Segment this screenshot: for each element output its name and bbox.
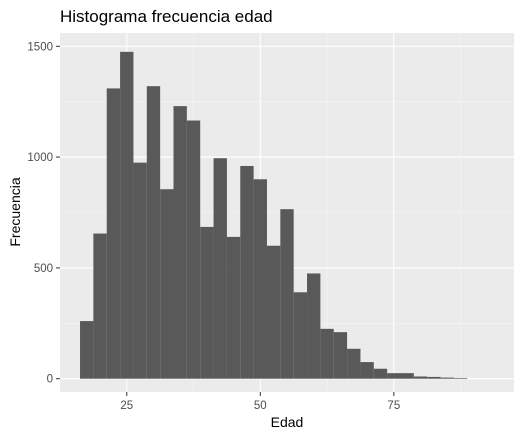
x-tick-label: 75 (387, 400, 400, 412)
y-tick-label: 0 (47, 374, 53, 386)
histogram-bar (147, 86, 160, 379)
y-axis: 0 500 1000 1500 (27, 41, 60, 385)
histogram-bar (133, 163, 146, 379)
histogram-bar (347, 349, 360, 379)
histogram-bar (80, 321, 93, 379)
histogram-bar (174, 106, 187, 379)
histogram-bar (267, 246, 280, 379)
histogram-bar (401, 373, 414, 379)
histogram-bar (280, 209, 293, 379)
histogram-bar (160, 189, 173, 378)
histogram-bar (307, 273, 320, 378)
x-axis-title: Edad (271, 414, 304, 430)
histogram-bar (387, 373, 400, 379)
histogram-bar (360, 362, 373, 379)
histogram-bar (320, 329, 333, 379)
histogram-bar (374, 369, 387, 379)
y-tick-label: 500 (34, 263, 53, 275)
histogram-bar (214, 158, 227, 378)
histogram-bar (107, 88, 120, 378)
histogram-bar (187, 121, 200, 379)
histogram-bar (240, 166, 253, 379)
histogram-bar (294, 292, 307, 378)
histogram-bar (120, 52, 133, 379)
histogram-bar (93, 234, 106, 379)
x-axis: 25 50 75 (120, 392, 400, 412)
x-tick-label: 25 (120, 400, 133, 412)
y-tick-label: 1000 (27, 152, 53, 164)
histogram-bar (334, 332, 347, 379)
histogram-bar (200, 227, 213, 379)
y-axis-title: Frecuencia (7, 177, 23, 246)
histogram-bar (254, 179, 267, 378)
histogram-bar (227, 237, 240, 379)
x-tick-label: 50 (254, 400, 267, 412)
histogram-bar (427, 377, 440, 379)
histogram-bar (454, 378, 467, 379)
chart-title: Histograma frecuencia edad (60, 7, 273, 26)
histogram-bar (441, 378, 454, 379)
y-tick-label: 1500 (27, 41, 53, 53)
histogram-bar (414, 376, 427, 378)
